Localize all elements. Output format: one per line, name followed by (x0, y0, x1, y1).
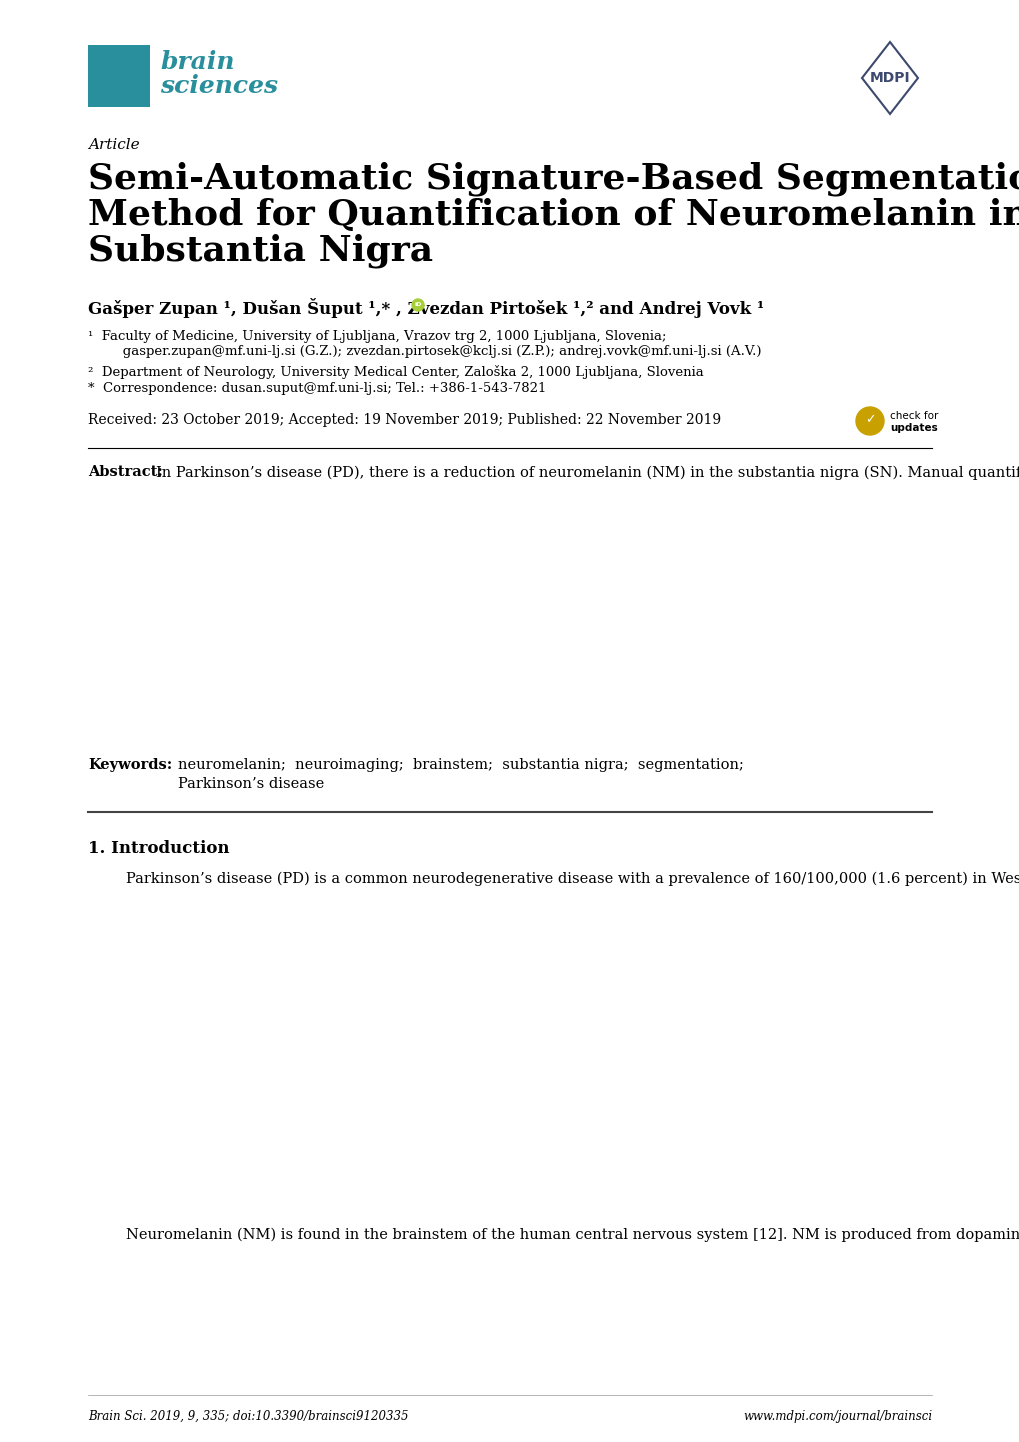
Text: MDPI: MDPI (869, 71, 909, 85)
Text: www.mdpi.com/journal/brainsci: www.mdpi.com/journal/brainsci (742, 1410, 931, 1423)
Text: Method for Quantification of Neuromelanin in: Method for Quantification of Neuromelani… (88, 198, 1019, 232)
Text: updates: updates (890, 423, 936, 433)
Text: In Parkinson’s disease (PD), there is a reduction of neuromelanin (NM) in the su: In Parkinson’s disease (PD), there is a … (156, 464, 1019, 480)
Text: ²  Department of Neurology, University Medical Center, Zaloška 2, 1000 Ljubljana: ² Department of Neurology, University Me… (88, 365, 703, 379)
Text: Substantia Nigra: Substantia Nigra (88, 234, 433, 268)
Text: Neuromelanin (NM) is found in the brainstem of the human central nervous system : Neuromelanin (NM) is found in the brains… (126, 1229, 1019, 1243)
Text: gasper.zupan@mf.uni-lj.si (G.Z.); zvezdan.pirtosek@kclj.si (Z.P.); andrej.vovk@m: gasper.zupan@mf.uni-lj.si (G.Z.); zvezda… (110, 345, 761, 358)
Text: Keywords:: Keywords: (88, 758, 172, 771)
Text: brain
sciences: brain sciences (160, 50, 278, 98)
Text: ¹  Faculty of Medicine, University of Ljubljana, Vrazov trg 2, 1000 Ljubljana, S: ¹ Faculty of Medicine, University of Lju… (88, 330, 665, 343)
Text: iD: iD (414, 303, 421, 307)
Circle shape (412, 298, 424, 311)
Text: neuromelanin;  neuroimaging;  brainstem;  substantia nigra;  segmentation;
Parki: neuromelanin; neuroimaging; brainstem; s… (178, 758, 743, 792)
Text: 1. Introduction: 1. Introduction (88, 841, 229, 857)
Text: ✓: ✓ (864, 414, 874, 427)
Circle shape (855, 407, 883, 435)
Text: Parkinson’s disease (PD) is a common neurodegenerative disease with a prevalence: Parkinson’s disease (PD) is a common neu… (126, 872, 1019, 887)
Text: check for: check for (890, 411, 937, 421)
Text: *  Correspondence: dusan.suput@mf.uni-lj.si; Tel.: +386-1-543-7821: * Correspondence: dusan.suput@mf.uni-lj.… (88, 382, 546, 395)
Text: Brain Sci. 2019, 9, 335; doi:10.3390/brainsci9120335: Brain Sci. 2019, 9, 335; doi:10.3390/bra… (88, 1410, 408, 1423)
Text: Semi-Automatic Signature-Based Segmentation: Semi-Automatic Signature-Based Segmentat… (88, 162, 1019, 196)
Bar (88, 45, 150, 107)
Text: Abstract:: Abstract: (88, 464, 163, 479)
Polygon shape (861, 42, 917, 114)
Text: Article: Article (88, 138, 140, 151)
Text: Received: 23 October 2019; Accepted: 19 November 2019; Published: 22 November 20: Received: 23 October 2019; Accepted: 19 … (88, 412, 720, 427)
Text: Gašper Zupan ¹, Dušan Šuput ¹,* , Zvezdan Pirtošek ¹,² and Andrej Vovk ¹: Gašper Zupan ¹, Dušan Šuput ¹,* , Zvezda… (88, 298, 763, 319)
